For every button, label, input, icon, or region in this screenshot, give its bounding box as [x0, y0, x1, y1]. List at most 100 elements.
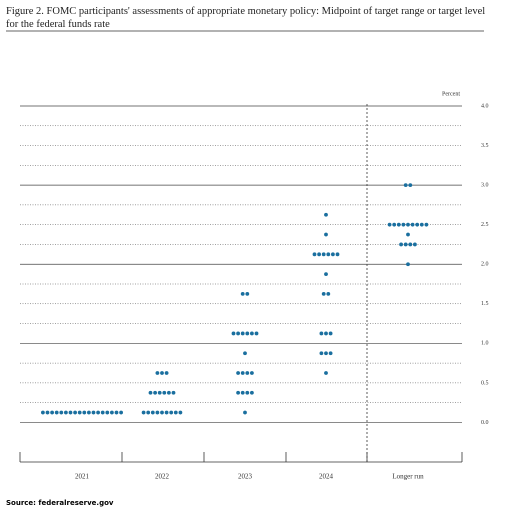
- dot: [245, 371, 250, 375]
- y-tick-label: 2.5: [481, 222, 489, 228]
- dot-row: [155, 371, 169, 375]
- dot: [419, 222, 424, 227]
- dot: [167, 390, 171, 395]
- dot-row: [240, 291, 250, 296]
- dot: [164, 410, 169, 415]
- dot: [110, 410, 114, 415]
- dot: [64, 410, 68, 415]
- dot: [240, 371, 245, 375]
- dot: [335, 252, 340, 257]
- dot: [236, 331, 241, 336]
- dot: [68, 410, 73, 415]
- dot: [96, 410, 100, 415]
- dot-row: [406, 232, 410, 237]
- dot: [146, 410, 151, 415]
- dot: [245, 331, 250, 336]
- dot: [321, 252, 326, 257]
- dot: [148, 390, 153, 395]
- dot: [387, 222, 392, 227]
- dot: [114, 410, 119, 415]
- dot-row: [319, 351, 333, 356]
- dot: [321, 291, 326, 296]
- dot: [245, 291, 250, 296]
- dot: [73, 410, 77, 415]
- y-tick-label: 1.5: [481, 301, 489, 307]
- dot-row: [399, 242, 417, 247]
- dot: [408, 183, 413, 188]
- y-tick-label: 0.5: [481, 380, 489, 386]
- dot: [324, 232, 328, 237]
- dot-row: [321, 291, 331, 296]
- dot-row: [148, 390, 176, 395]
- x-tick-label: 2023: [238, 473, 253, 481]
- dot: [45, 410, 50, 415]
- y-tick-label: 3.5: [481, 143, 489, 149]
- dot: [254, 331, 259, 336]
- dot: [324, 272, 328, 277]
- dot: [91, 410, 96, 415]
- dot: [41, 410, 45, 415]
- x-tick-label: 2022: [155, 473, 170, 481]
- chart-title: Figure 2. FOMC participants' assessments…: [6, 6, 486, 30]
- dot: [324, 351, 328, 356]
- dot: [77, 410, 82, 415]
- dot-row: [387, 222, 429, 227]
- dot-row: [231, 331, 259, 336]
- x-tick-label: 2024: [319, 473, 334, 481]
- dot: [324, 371, 328, 375]
- dot: [319, 331, 324, 336]
- y-tick-label: 4.0: [481, 103, 489, 109]
- dot: [164, 371, 169, 375]
- dot: [424, 222, 429, 227]
- dot: [399, 242, 403, 247]
- dot: [403, 183, 408, 188]
- dot: [150, 410, 155, 415]
- dot-row: [403, 183, 413, 188]
- dot: [141, 410, 146, 415]
- dot: [231, 331, 236, 336]
- dot: [100, 410, 105, 415]
- dot: [157, 390, 162, 395]
- dot: [326, 291, 331, 296]
- dot: [240, 331, 245, 336]
- dot: [160, 410, 164, 415]
- dot-row: [406, 262, 410, 267]
- dot: [153, 390, 158, 395]
- dot: [243, 351, 247, 356]
- dot: [236, 371, 241, 375]
- dot: [312, 252, 317, 257]
- dot: [240, 291, 245, 296]
- y-axis-label: Percent: [442, 91, 460, 97]
- dot: [401, 222, 406, 227]
- y-tick-label: 2.0: [481, 262, 489, 268]
- dot-row: [319, 331, 333, 336]
- dot: [403, 242, 408, 247]
- x-tick-label: Longer run: [392, 473, 424, 481]
- dot: [406, 222, 410, 227]
- dot: [160, 371, 164, 375]
- dot: [155, 371, 160, 375]
- dot-row: [324, 212, 328, 217]
- dot: [250, 371, 254, 375]
- dot: [406, 262, 410, 267]
- dot: [105, 410, 110, 415]
- dot: [236, 390, 241, 395]
- dot: [328, 331, 333, 336]
- dot: [169, 410, 174, 415]
- dot: [406, 232, 410, 237]
- dot: [413, 242, 417, 247]
- dot: [396, 222, 401, 227]
- dot: [162, 390, 167, 395]
- dot-row: [324, 272, 328, 277]
- dot: [119, 410, 123, 415]
- y-tick-label: 0.0: [481, 420, 489, 426]
- dot: [82, 410, 87, 415]
- dot: [324, 212, 328, 217]
- dot: [408, 242, 413, 247]
- dot: [243, 410, 247, 415]
- dot-row: [243, 351, 247, 356]
- dot: [319, 351, 324, 356]
- dot-row: [324, 232, 328, 237]
- dot: [59, 410, 64, 415]
